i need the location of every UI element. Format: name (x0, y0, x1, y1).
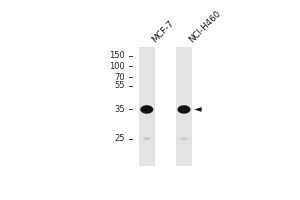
Ellipse shape (143, 137, 150, 140)
Text: 25: 25 (114, 134, 125, 143)
Bar (139, 47, 155, 166)
Ellipse shape (180, 137, 188, 140)
Text: MCF-7: MCF-7 (150, 19, 176, 45)
Text: 70: 70 (114, 73, 125, 82)
Text: 55: 55 (114, 81, 125, 90)
Text: 35: 35 (114, 105, 125, 114)
Text: 100: 100 (109, 62, 125, 71)
Text: 150: 150 (109, 51, 125, 60)
Polygon shape (194, 107, 202, 112)
Ellipse shape (140, 105, 153, 114)
Ellipse shape (178, 105, 190, 114)
Text: NCI-H460: NCI-H460 (188, 9, 223, 45)
Bar (176, 47, 192, 166)
